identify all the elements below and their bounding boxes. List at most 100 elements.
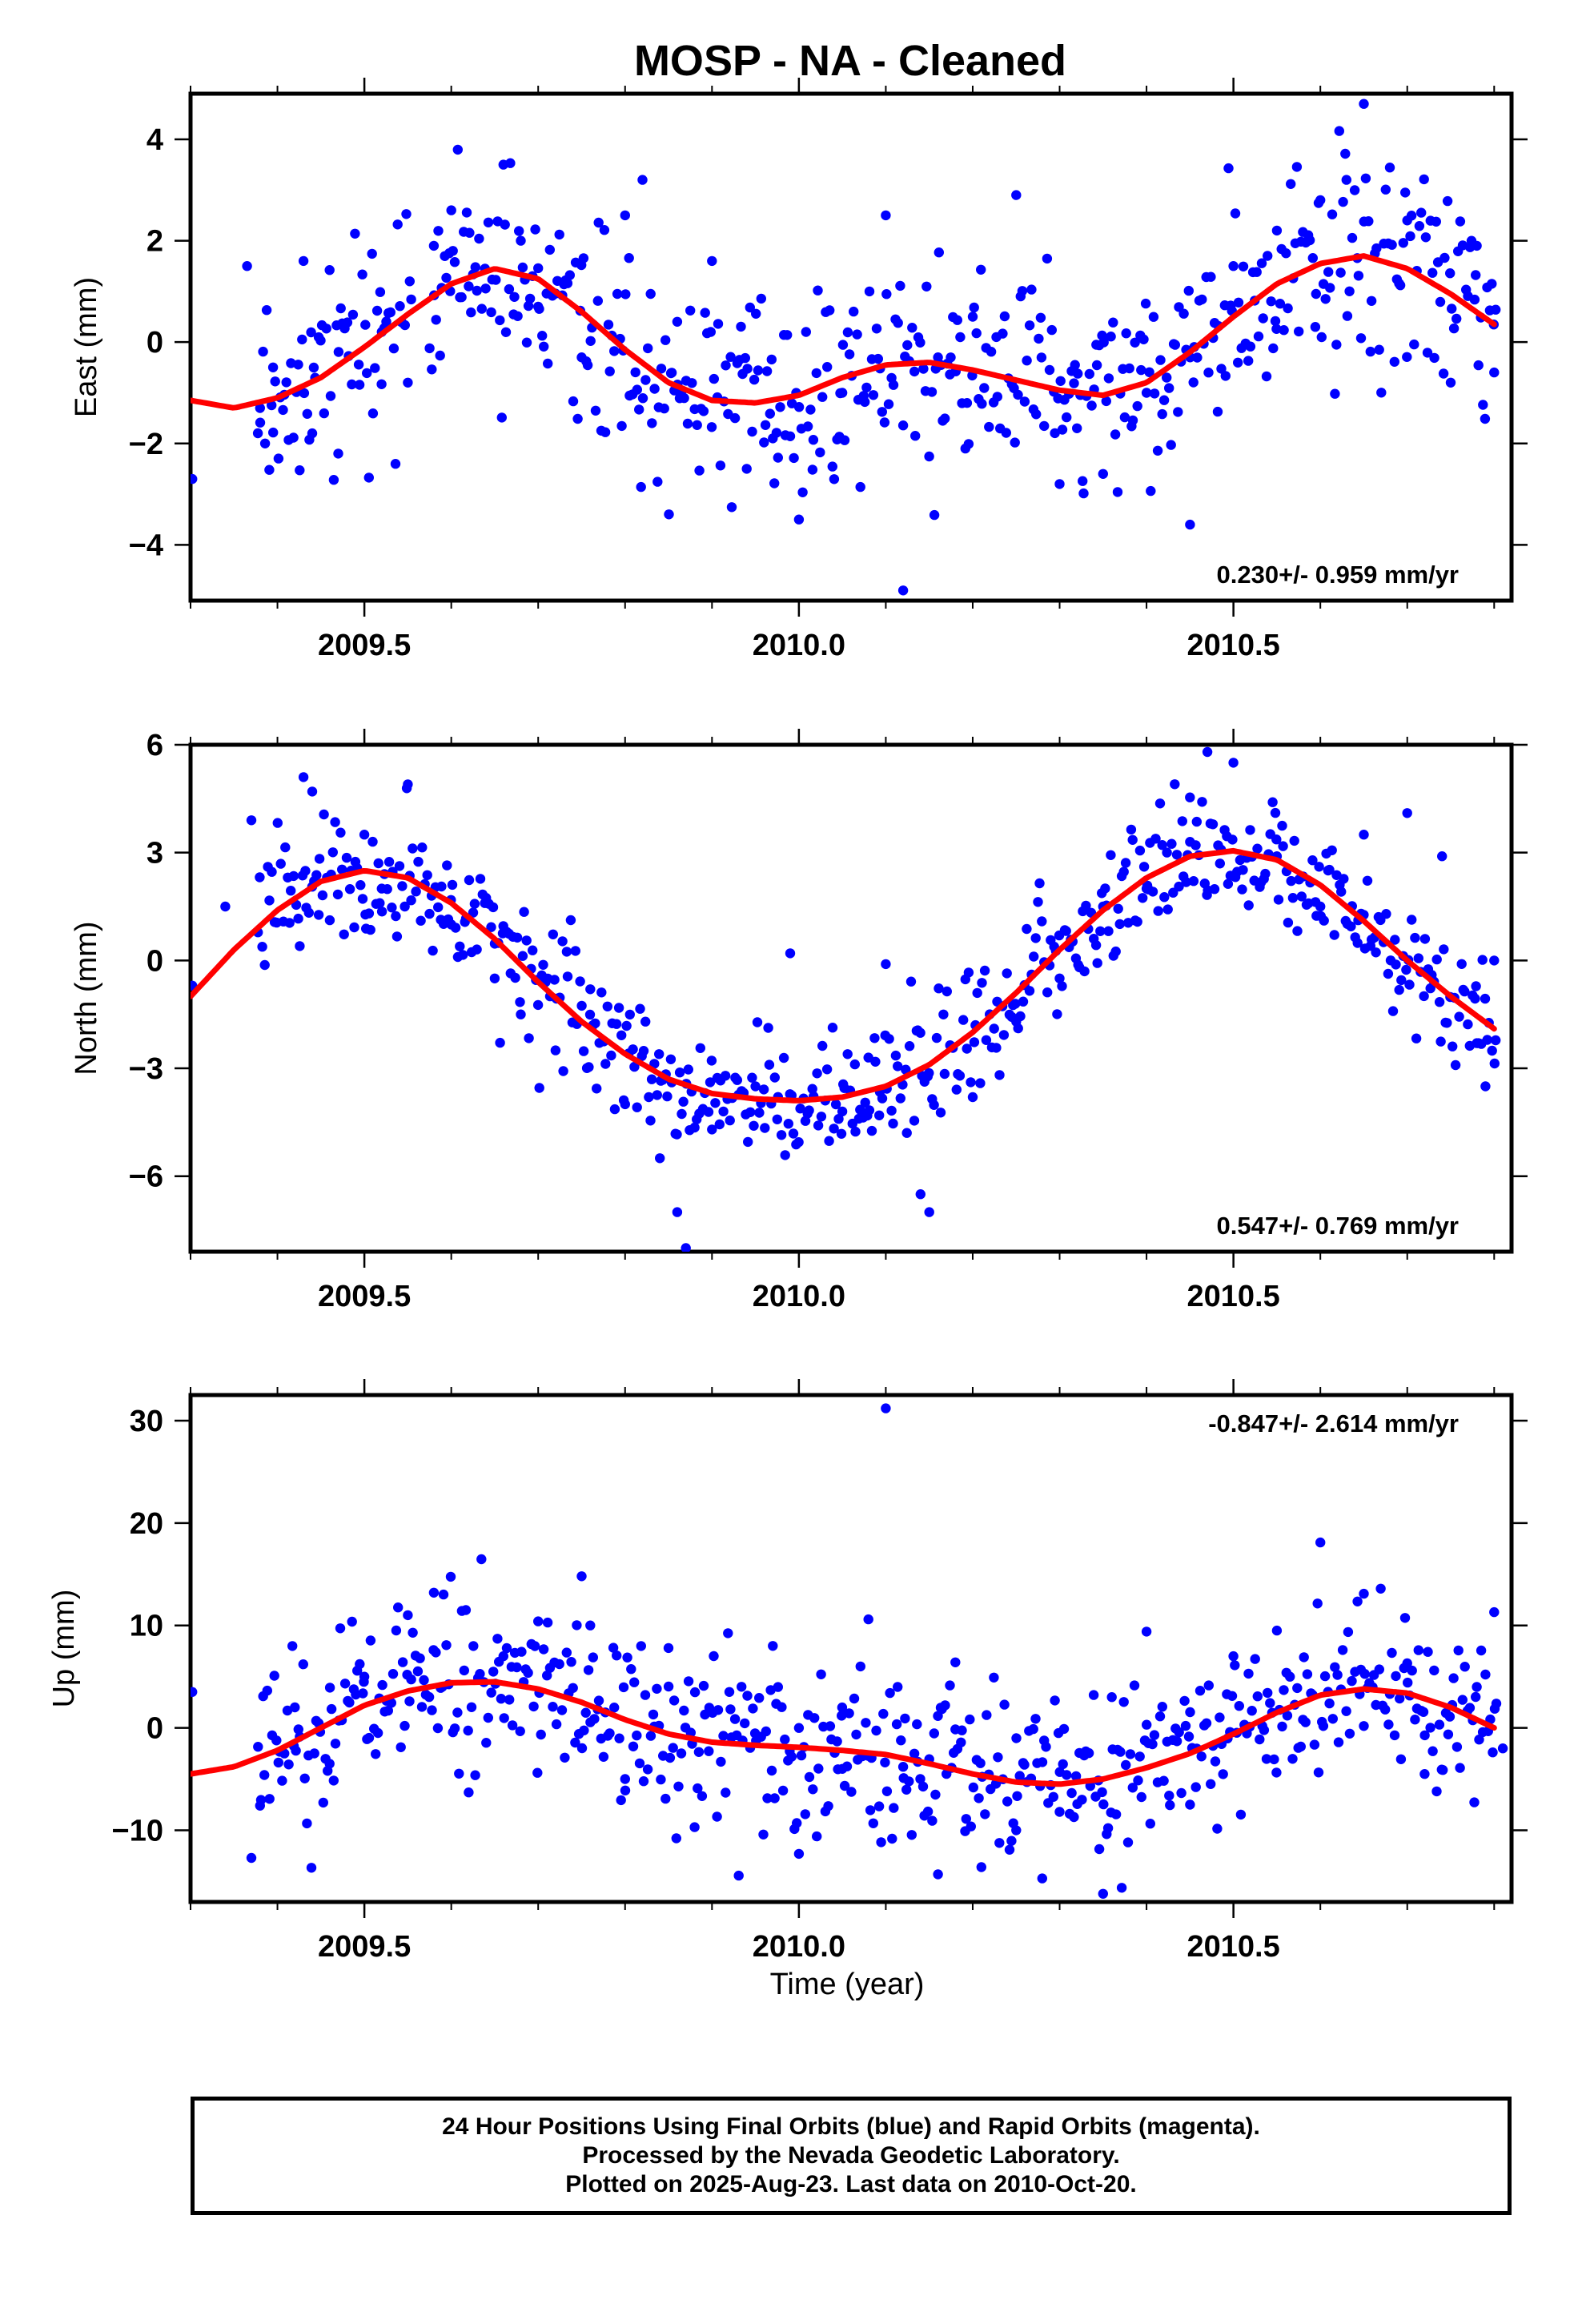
data-point bbox=[736, 321, 746, 332]
data-point bbox=[435, 350, 445, 361]
data-point bbox=[1330, 1662, 1340, 1672]
data-point bbox=[1036, 352, 1047, 363]
data-point bbox=[1335, 267, 1346, 278]
data-point bbox=[416, 915, 426, 926]
data-point bbox=[1152, 445, 1163, 456]
data-point bbox=[897, 585, 909, 596]
data-point bbox=[827, 1023, 838, 1033]
data-point bbox=[300, 866, 311, 876]
data-point bbox=[934, 247, 945, 258]
data-point bbox=[1283, 303, 1293, 314]
data-point bbox=[532, 1767, 543, 1778]
data-point bbox=[1324, 864, 1335, 875]
data-point bbox=[1402, 215, 1412, 226]
data-point bbox=[998, 328, 1008, 339]
data-point bbox=[669, 1695, 680, 1706]
data-point bbox=[489, 973, 500, 984]
data-point bbox=[562, 278, 573, 288]
data-point bbox=[588, 1652, 598, 1663]
data-point bbox=[1037, 1873, 1048, 1884]
data-point bbox=[929, 509, 940, 521]
data-point bbox=[1090, 940, 1102, 951]
data-point bbox=[496, 1694, 507, 1704]
data-point bbox=[318, 1797, 328, 1808]
data-point bbox=[753, 365, 764, 376]
data-point bbox=[441, 1640, 452, 1651]
data-point bbox=[1196, 1751, 1207, 1762]
data-point bbox=[813, 1120, 824, 1131]
data-point bbox=[470, 262, 480, 272]
data-point bbox=[242, 261, 252, 271]
data-point bbox=[1277, 1721, 1287, 1732]
data-point bbox=[958, 1015, 969, 1025]
data-point bbox=[659, 403, 669, 414]
data-point bbox=[982, 1710, 992, 1720]
data-point bbox=[1070, 360, 1080, 370]
data-point bbox=[1146, 485, 1156, 497]
data-point bbox=[1442, 195, 1453, 207]
data-point bbox=[716, 1756, 726, 1767]
data-point bbox=[277, 1775, 287, 1786]
data-point bbox=[446, 205, 456, 215]
data-point bbox=[376, 379, 387, 389]
data-point bbox=[769, 1793, 780, 1803]
data-point bbox=[1291, 162, 1303, 172]
data-point bbox=[855, 481, 865, 493]
data-point bbox=[1238, 865, 1248, 875]
y-tick-label: 3 bbox=[147, 837, 163, 870]
data-point bbox=[460, 1605, 472, 1615]
data-point bbox=[576, 1571, 587, 1582]
data-point bbox=[1223, 163, 1234, 174]
data-point bbox=[388, 343, 400, 354]
data-point bbox=[1343, 1626, 1354, 1638]
plot-area bbox=[191, 99, 1501, 596]
data-point bbox=[663, 1681, 674, 1692]
data-point bbox=[712, 1811, 722, 1822]
data-point bbox=[1113, 903, 1123, 915]
data-point bbox=[1273, 895, 1284, 905]
x-axis-label: Time (year) bbox=[770, 1968, 925, 2001]
x-tick-label: 2010.5 bbox=[1187, 629, 1280, 662]
data-point bbox=[1464, 1703, 1476, 1713]
data-point bbox=[620, 289, 631, 300]
data-point bbox=[281, 377, 291, 388]
data-point bbox=[593, 1695, 604, 1706]
data-point bbox=[584, 1009, 596, 1020]
data-point bbox=[1387, 1647, 1397, 1659]
data-point bbox=[464, 227, 475, 238]
data-point bbox=[1176, 1787, 1186, 1799]
data-point bbox=[725, 1704, 736, 1715]
data-point bbox=[1333, 1737, 1344, 1747]
data-point bbox=[313, 910, 324, 920]
data-point bbox=[796, 1750, 807, 1761]
data-point bbox=[1456, 959, 1467, 970]
data-point bbox=[813, 285, 823, 296]
data-point bbox=[864, 1105, 875, 1116]
data-point bbox=[1119, 412, 1130, 423]
data-point bbox=[404, 1696, 415, 1707]
data-point bbox=[424, 343, 435, 354]
data-point bbox=[972, 987, 982, 999]
data-point bbox=[1006, 1835, 1017, 1846]
data-point bbox=[861, 1718, 871, 1728]
data-point bbox=[881, 1403, 891, 1413]
data-point bbox=[556, 1705, 568, 1715]
data-point bbox=[468, 1641, 479, 1651]
data-point bbox=[561, 1647, 572, 1658]
data-point bbox=[1141, 1626, 1152, 1637]
data-point bbox=[1419, 991, 1429, 1002]
data-point bbox=[452, 144, 463, 155]
data-point bbox=[765, 408, 775, 419]
data-point bbox=[347, 379, 357, 390]
data-point bbox=[303, 907, 314, 919]
data-point bbox=[355, 880, 366, 891]
data-point bbox=[773, 452, 783, 463]
data-point bbox=[1387, 239, 1397, 250]
data-point bbox=[246, 1852, 257, 1864]
caption-line-1: 24 Hour Positions Using Final Orbits (bl… bbox=[442, 2113, 1260, 2140]
x-tick-label: 2010.0 bbox=[753, 1930, 845, 1964]
data-point bbox=[1183, 285, 1195, 296]
data-point bbox=[715, 460, 726, 471]
data-point bbox=[924, 1207, 934, 1217]
